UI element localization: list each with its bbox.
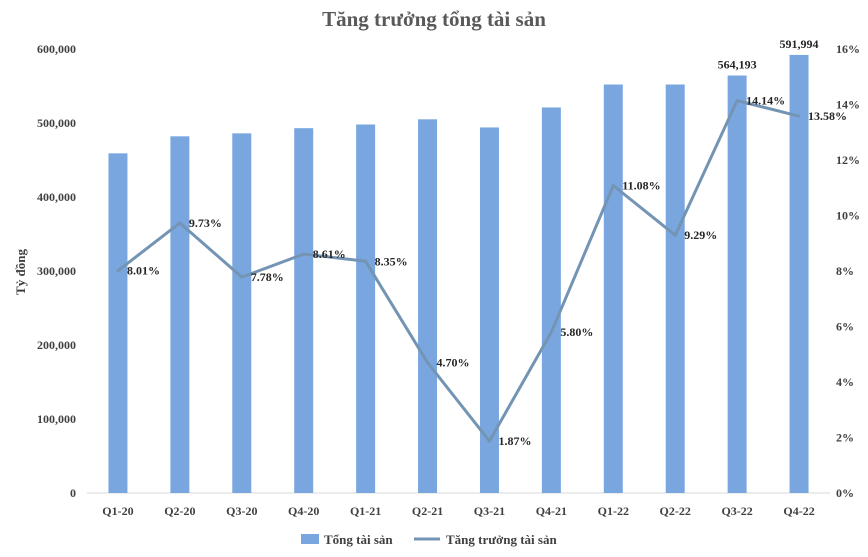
growth-point-q4-20 <box>302 252 306 256</box>
growth-point-q3-21 <box>487 439 491 443</box>
growth-value-label: 7.78% <box>251 270 284 284</box>
right-y-axis: 0% 2% 4% 6% 8% 10% 12% 14% 16% <box>836 42 860 500</box>
left-y-tick-label: 500,000 <box>37 116 76 130</box>
growth-point-q3-22 <box>735 99 739 103</box>
growth-value-label: 8.61% <box>313 247 346 261</box>
bar-q3-21 <box>479 127 499 493</box>
growth-point-q1-22 <box>611 184 615 188</box>
right-y-tick-label: 12% <box>836 153 860 167</box>
growth-value-label: 9.29% <box>684 228 717 242</box>
bar-q1-20 <box>108 153 128 493</box>
growth-value-label: 13.58% <box>808 109 847 123</box>
x-tick-label: Q2-21 <box>412 504 443 518</box>
x-tick-label: Q2-22 <box>660 504 691 518</box>
right-y-tick-label: 4% <box>836 375 854 389</box>
bar-q4-22 <box>789 54 809 493</box>
growth-value-label: 4.70% <box>437 356 470 370</box>
left-y-tick-label: 600,000 <box>37 42 76 56</box>
growth-value-label: 5.80% <box>560 325 593 339</box>
x-tick-label: Q1-21 <box>350 504 381 518</box>
left-y-tick-label: 300,000 <box>37 264 76 278</box>
left-y-tick-label: 200,000 <box>37 338 76 352</box>
chart-title: Tăng trưởng tổng tài sản <box>322 7 546 31</box>
growth-point-q2-22 <box>673 233 677 237</box>
growth-point-q2-21 <box>426 361 430 365</box>
growth-value-label: 11.08% <box>622 179 660 193</box>
growth-point-q1-21 <box>364 259 368 263</box>
legend: Tổng tài sản Tăng trưởng tài sản <box>301 532 557 547</box>
bar-q2-22 <box>665 84 685 494</box>
x-tick-label: Q1-22 <box>598 504 629 518</box>
left-y-tick-label: 400,000 <box>37 190 76 204</box>
bar-q2-21 <box>418 119 438 494</box>
x-tick-label: Q3-22 <box>721 504 752 518</box>
line-series <box>116 99 801 443</box>
left-y-tick-label: 100,000 <box>37 412 76 426</box>
legend-label-bar: Tổng tài sản <box>324 532 393 547</box>
growth-value-label: 8.01% <box>127 264 160 278</box>
growth-line <box>117 99 800 443</box>
bar-q2-20 <box>170 136 190 493</box>
right-y-tick-label: 6% <box>836 320 854 334</box>
bar-value-label: 591,994 <box>780 37 819 51</box>
bar-value-label: 564,193 <box>718 57 757 71</box>
bar-q1-21 <box>356 124 376 493</box>
x-tick-label: Q4-22 <box>783 504 814 518</box>
growth-point-q1-20 <box>116 269 120 273</box>
bar-q3-22 <box>727 75 747 493</box>
bar-q4-20 <box>294 128 314 493</box>
x-axis: Q1-20 Q2-20 Q3-20 Q4-20 Q1-21 Q2-21 Q3-21 Q4-21… <box>102 504 814 518</box>
line-data-labels: 8.01% 9.73% 7.78% 8.61% 8.35% 4.70% 1.87% 5.80%… <box>127 94 847 448</box>
growth-point-q3-20 <box>240 275 244 279</box>
growth-value-label: 8.35% <box>375 254 408 268</box>
x-tick-label: Q4-21 <box>536 504 567 518</box>
bar-q3-20 <box>232 133 252 494</box>
right-y-tick-label: 10% <box>836 209 860 223</box>
growth-point-q4-22 <box>797 114 801 118</box>
x-tick-label: Q4-20 <box>288 504 319 518</box>
bar-data-labels: 564,193 591,994 <box>718 37 819 72</box>
x-tick-label: Q3-21 <box>474 504 505 518</box>
y-axis-label: Tỷ đồng <box>13 249 28 295</box>
x-tick-label: Q1-20 <box>102 504 133 518</box>
growth-value-label: 1.87% <box>498 434 531 448</box>
legend-swatch-bar <box>301 534 319 544</box>
bar-series <box>108 54 809 494</box>
x-tick-label: Q3-20 <box>226 504 257 518</box>
right-y-tick-label: 0% <box>836 486 854 500</box>
right-y-tick-label: 16% <box>836 42 860 56</box>
left-y-tick-label: 0 <box>70 486 76 500</box>
left-y-axis: 0 100,000 200,000 300,000 400,000 500,000 600,… <box>37 42 76 500</box>
growth-value-label: 14.14% <box>746 94 785 108</box>
bar-q4-21 <box>541 107 561 494</box>
bar-q1-22 <box>603 84 623 494</box>
x-tick-label: Q2-20 <box>164 504 195 518</box>
growth-point-q2-20 <box>178 221 182 225</box>
right-y-tick-label: 2% <box>836 431 854 445</box>
legend-label-line: Tăng trưởng tài sản <box>446 532 557 547</box>
right-y-tick-label: 8% <box>836 264 854 278</box>
right-y-tick-label: 14% <box>836 98 860 112</box>
growth-value-label: 9.73% <box>189 216 222 230</box>
growth-point-q4-21 <box>549 330 553 334</box>
